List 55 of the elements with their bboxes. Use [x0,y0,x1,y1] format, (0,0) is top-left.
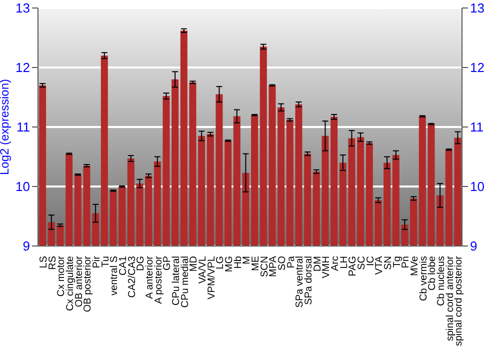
x-tick-label: ME [250,256,262,271]
x-tick-label: MPA [268,256,280,277]
y2-tick-label: 13 [470,0,484,16]
x-tick-label: SC [356,256,368,270]
x-tick-label: VPM/VPL [206,256,218,300]
x-tick-label: SCN [259,256,270,278]
x-tick-label: LG [215,256,226,270]
x-tick-label: Tg [392,256,403,268]
x-tick-label: LS [38,256,50,268]
x-tick-label: SN [382,256,394,270]
x-tick-label: CA1 [118,256,129,276]
x-tick-label: SPa dorsal [303,256,314,305]
x-tick-label: M [242,256,253,264]
x-tick-label: IC [365,256,376,266]
x-tick-label: Hb [232,256,244,269]
y2-tick-label: 11 [470,120,484,135]
x-tick-label: A anterior [144,255,156,299]
x-tick-label: DM [312,256,324,272]
x-tick-label: CPu medial [180,256,191,308]
x-tick-label: Cb nucleus [436,256,447,306]
y-tick-label: 11 [16,120,30,135]
y2-tick-label: 9 [470,238,478,254]
x-tick-label: DG [136,256,147,271]
y-tick-label: 10 [16,179,30,194]
x-tick-label: VA/VL [197,256,208,284]
x-tick-label: PAG [348,256,359,276]
x-tick-label: CA2/CA3 [126,256,138,298]
y-tick-label: 12 [16,60,30,76]
x-tick-label: SO [276,256,288,270]
x-tick-label: Cx cingulate [64,256,76,312]
x-tick-label: Pn [400,256,412,268]
x-tick-label: A posterior [153,255,164,304]
y-tick-label: 13 [16,0,30,16]
x-tick-label: spinal cord anterior [444,255,456,342]
x-tick-label: VMH [321,256,332,278]
x-tick-label: Arc [330,256,341,271]
x-tick-label: Pa [286,256,297,268]
y-axis-title: Log2 (expression) [0,78,12,176]
x-tick-label: Pir [91,255,102,268]
x-tick-label: Cb lobe [427,256,438,290]
x-tick-label: Tu [100,256,112,268]
x-tick-label: LH [338,256,350,269]
x-tick-label: RS [47,256,58,270]
x-tick-label: spinal cord posterior [454,255,465,346]
x-tick-label: MVe [409,256,420,276]
x-tick-label: ventral S [109,256,120,296]
x-tick-label: VTA [374,256,386,275]
x-tick-label: OB anterior [74,255,85,308]
x-tick-label: OB posterior [82,255,94,312]
y2-tick-label: 10 [470,179,484,194]
x-tick-label: CPu lateral [170,256,182,306]
x-tick-label: MG [224,256,235,272]
x-tick-label: GP [162,256,174,270]
y2-tick-label: 12 [470,60,484,76]
y-tick-label: 9 [22,238,30,254]
